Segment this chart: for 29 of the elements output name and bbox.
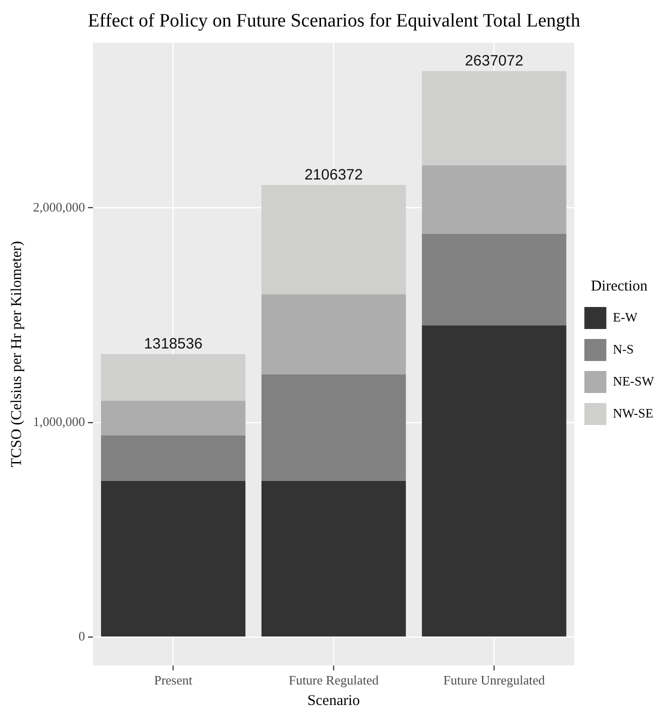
bar bbox=[422, 71, 566, 166]
x-tick-label: Present bbox=[154, 672, 193, 688]
legend-label: N-S bbox=[612, 341, 634, 356]
legend-label: E-W bbox=[612, 309, 638, 324]
y-tick-label: 2,000,000 bbox=[33, 199, 85, 214]
legend-label: NE-SW bbox=[612, 373, 655, 388]
chart-title: Effect of Policy on Future Scenarios for Equivalent Total Length bbox=[88, 10, 581, 32]
bar bbox=[261, 480, 406, 636]
x-tick-label: Future Regulated bbox=[288, 672, 380, 688]
x-tick-label: Future Unregulated bbox=[443, 672, 546, 688]
bar bbox=[422, 165, 566, 234]
total-label: 1318536 bbox=[144, 336, 202, 353]
bar bbox=[422, 234, 566, 326]
bar bbox=[261, 294, 406, 374]
bar bbox=[101, 400, 246, 436]
y-tick-label: 0 bbox=[78, 628, 85, 644]
bar bbox=[261, 185, 406, 294]
y-axis-title: TCSO (Celsius per Hr per Kilometer) bbox=[8, 240, 25, 468]
x-axis-title: Scenario bbox=[307, 692, 360, 709]
bar bbox=[101, 480, 246, 636]
y-tick-label: 1,000,000 bbox=[33, 414, 85, 429]
total-label: 2637072 bbox=[464, 52, 524, 70]
bar bbox=[261, 374, 406, 481]
legend-title: Direction bbox=[590, 278, 648, 294]
legend-label: NW-SE bbox=[612, 405, 654, 420]
bar bbox=[101, 436, 246, 481]
total-label: 2106372 bbox=[304, 166, 363, 184]
bar bbox=[101, 354, 246, 401]
bar bbox=[422, 325, 566, 636]
